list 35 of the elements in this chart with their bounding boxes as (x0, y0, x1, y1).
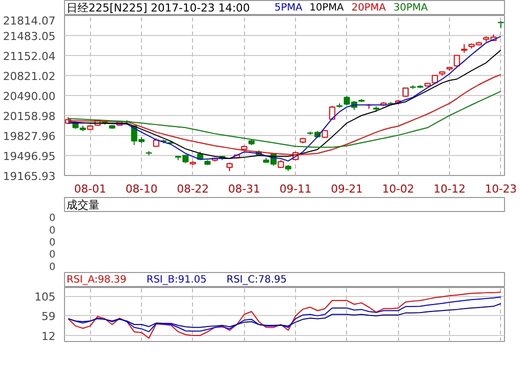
y-tick-label: 12 (42, 330, 56, 344)
text: 0 (49, 225, 56, 236)
x-tick-label: 10-12 (434, 182, 466, 196)
x-tick-label: 10-02 (382, 182, 414, 196)
text: RSI_A:98.39 (66, 274, 126, 286)
y-tick-label: 21483.05 (3, 30, 56, 43)
x-tick-label: 09-11 (280, 182, 312, 196)
x-tick-label: 08-10 (126, 182, 158, 196)
x-tick-label: 08-31 (228, 182, 260, 196)
chart-title: 日经225[N225] 2017-10-23 14:00 (66, 2, 250, 14)
x-tick-label: 08-22 (176, 182, 209, 196)
text: 0 (49, 262, 56, 273)
text: 30PMA (394, 2, 428, 14)
y-tick-label: 20158.98 (3, 110, 56, 123)
text: 0 (49, 238, 56, 248)
y-tick-label: 19496.95 (3, 150, 56, 163)
text: 0 (49, 250, 56, 261)
y-tick-label: 19827.96 (3, 130, 56, 143)
y-tick-label: 105 (34, 290, 56, 304)
text: RSI_C:78.95 (226, 274, 287, 286)
y-tick-label: 59 (42, 310, 56, 324)
text: 10PMA (310, 2, 344, 14)
text: 20PMA (352, 2, 386, 14)
text: 0 (49, 213, 56, 224)
y-tick-label: 19165.93 (3, 170, 56, 183)
x-tick-label: 10-23 (484, 182, 517, 196)
y-tick-label: 21152.04 (3, 50, 56, 63)
text: 5PMA (274, 2, 303, 14)
y-tick-label: 21814.07 (3, 14, 56, 28)
text: 成交量 (66, 198, 100, 212)
y-tick-label: 20490.00 (3, 90, 56, 103)
x-tick-label: 09-21 (330, 182, 363, 196)
y-tick-label: 20821.02 (3, 70, 56, 83)
text: RSI_B:91.05 (146, 274, 207, 286)
x-tick-label: 08-01 (74, 182, 106, 196)
